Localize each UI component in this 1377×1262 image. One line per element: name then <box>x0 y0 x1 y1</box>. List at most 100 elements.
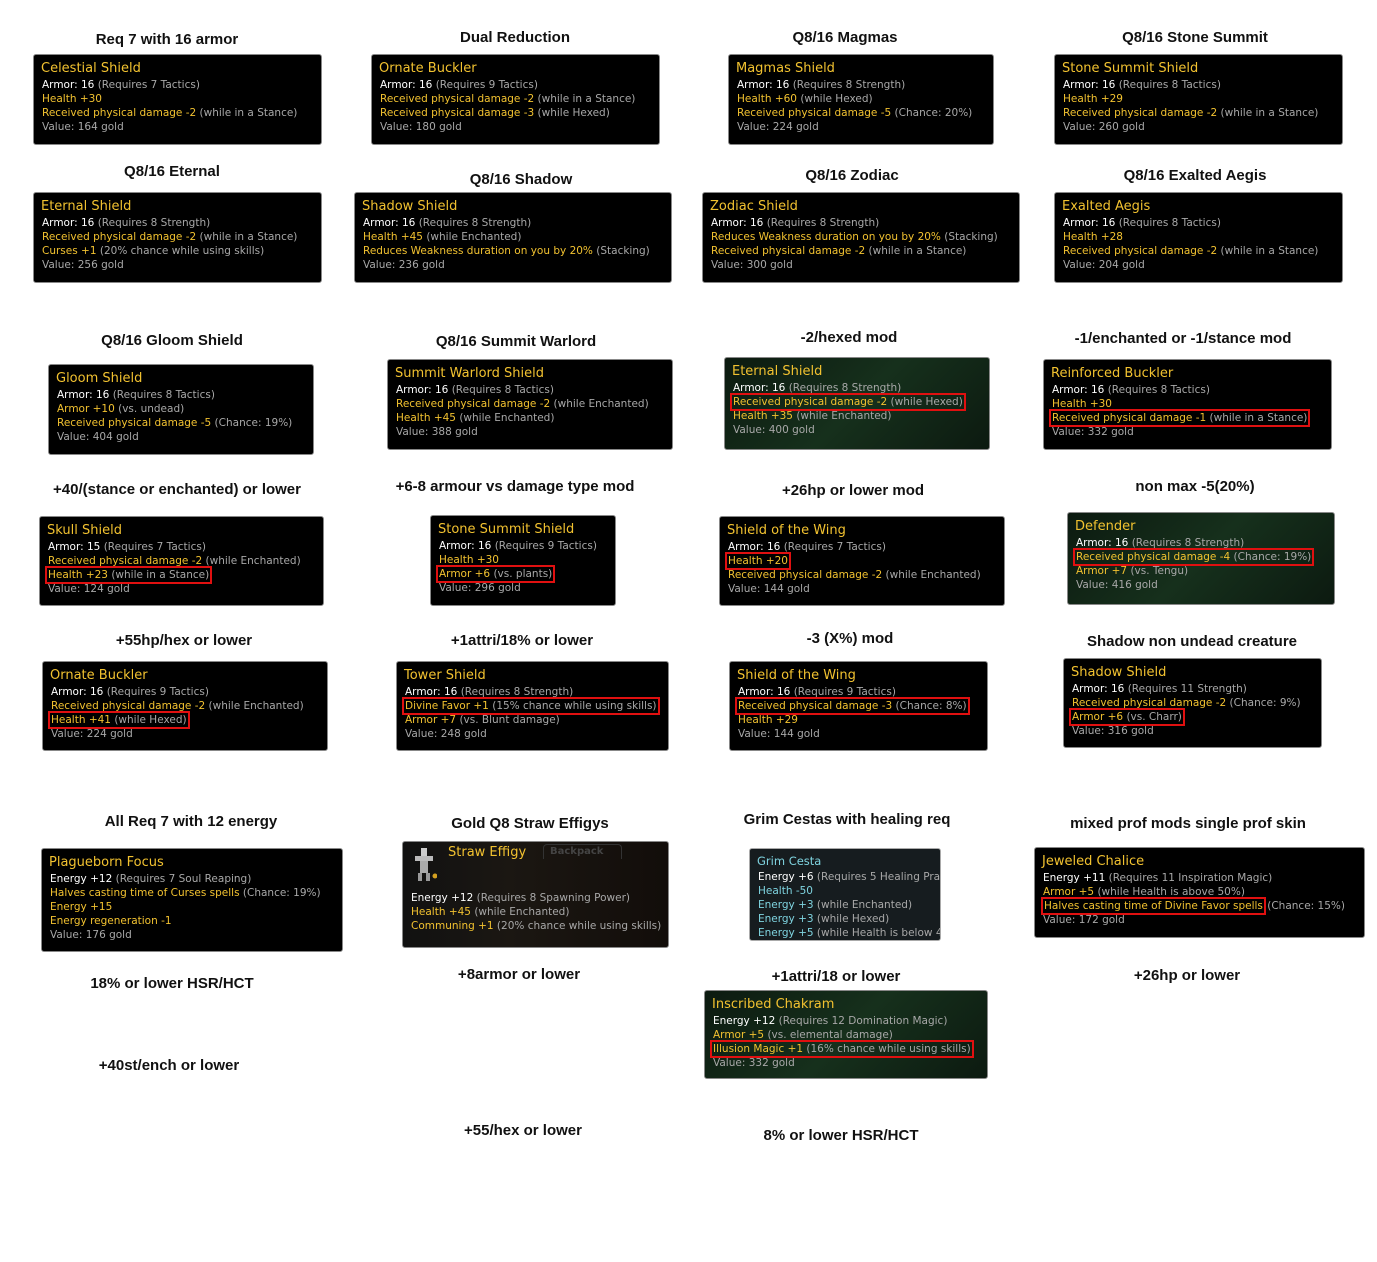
stat-note: (Chance: 19%) <box>214 417 293 429</box>
stat: Armor +5 (while Health is above 50%) <box>1042 885 1246 899</box>
stat-note: (Requires 9 Tactics) <box>494 540 597 552</box>
section-heading: 8% or lower HSR/HCT <box>763 1127 919 1144</box>
item-name: Defender <box>1075 519 1136 534</box>
stat-note: (vs. Charr) <box>1126 711 1182 723</box>
item-name: Reinforced Buckler <box>1051 366 1174 381</box>
item-stat-line: Value: 256 gold <box>41 258 314 272</box>
stat-note: (while in a Stance) <box>1209 412 1308 424</box>
highlighted-stat: Halves casting time of Divine Favor spel… <box>1041 897 1346 915</box>
stat-note: (while Health is below 40%) <box>816 927 940 939</box>
stat-value: Received physical damage -5 <box>737 107 892 119</box>
item-stat-line: Received physical damage -2 (while in a … <box>379 92 652 106</box>
stat-note: (while Enchanted) <box>816 899 913 911</box>
stat-value: Health +41 <box>51 714 111 726</box>
highlighted-stat: Illusion Magic +1 (16% chance while usin… <box>710 1040 974 1058</box>
item-stat-line: Value: 180 gold <box>379 120 652 134</box>
stat-note: (Requires 8 Tactics) <box>1118 79 1221 91</box>
stat: Received physical damage -2 (while Encha… <box>727 568 982 582</box>
stat-value: Armor +6 <box>439 568 491 580</box>
stat-value: Energy +12 <box>713 1015 776 1027</box>
stat: Received physical damage -5 (Chance: 20%… <box>736 106 973 120</box>
item-stat-line: Energy +12 (Requires 12 Domination Magic… <box>712 1014 980 1028</box>
item-stat-line: Received physical damage -3 (Chance: 8%) <box>735 697 980 715</box>
stat: Value: 172 gold <box>1042 913 1126 927</box>
highlighted-stat: Armor +6 (vs. plants) <box>435 565 556 583</box>
section-heading: Q8/16 Stone Summit <box>1122 29 1268 46</box>
stat-value: Health +35 <box>733 410 793 422</box>
stat: Armor: 16 (Requires 8 Tactics) <box>1062 216 1222 230</box>
stat-value: Halves casting time of Divine Favor spel… <box>1041 897 1266 915</box>
item-stat-line: Received physical damage -2 (while in a … <box>1062 244 1335 258</box>
stat-note: (Requires 8 Strength) <box>460 686 574 698</box>
stat-note: (Chance: 19%) <box>1233 551 1312 563</box>
stat-value: Armor +10 <box>57 403 115 415</box>
stat-note: (Requires 7 Soul Reaping) <box>115 873 252 885</box>
stat-value: Health +29 <box>1063 93 1123 105</box>
section-heading: non max -5(20%) <box>1135 478 1255 495</box>
item-stat-line: Value: 296 gold <box>438 581 608 595</box>
stat-value: Armor: 16 <box>738 686 791 698</box>
item-stat-line: Received physical damage -2 (Chance: 9%) <box>1071 696 1314 710</box>
item-stat-line: Value: 388 gold <box>395 425 665 439</box>
stat: Received physical damage -2 (while in a … <box>41 106 298 120</box>
stat-note: (while Enchanted) <box>796 410 892 422</box>
item-stat-line: Value: 260 gold <box>1062 120 1335 134</box>
stat: Armor +7 (vs. Tengu) <box>1075 564 1189 578</box>
stat: Armor: 16 (Requires 7 Tactics) <box>727 540 887 554</box>
stat-note: (Stacking) <box>944 231 998 243</box>
stat: Received physical damage -2 (while in a … <box>379 92 636 106</box>
stat-note: (Requires 8 Tactics) <box>1107 384 1210 396</box>
stat: Value: 316 gold <box>1071 724 1155 738</box>
stat-value: Health +30 <box>42 93 102 105</box>
item-stat-line: Armor: 16 (Requires 8 Tactics) <box>56 388 306 402</box>
backpack-tab[interactable]: Backpack <box>543 844 623 859</box>
item-stat-line: Reduces Weakness duration on you by 20% … <box>710 230 1012 244</box>
item-stat-line: Energy +3 (while Enchanted) <box>757 898 933 912</box>
item-name: Shadow Shield <box>1071 665 1167 680</box>
stat-value: Value: 388 gold <box>396 426 478 438</box>
item-tooltip: Celestial Shield Armor: 16 (Requires 7 Ta… <box>33 54 322 145</box>
stat-value: Health +60 <box>737 93 797 105</box>
stat-value: Energy regeneration -1 <box>50 915 172 927</box>
item-stat-line: Health +29 <box>1062 92 1335 106</box>
stat-note: (while Enchanted) <box>208 700 304 712</box>
stat-note: (Requires 7 Tactics) <box>783 541 886 553</box>
stat-note: (vs. Blunt damage) <box>459 714 560 726</box>
stat-value: Health +45 <box>411 906 471 918</box>
item-stat-line: Curses +1 (20% chance while using skills… <box>41 244 314 258</box>
stat-note: (vs. elemental damage) <box>767 1029 893 1041</box>
stat-value: Armor +6 <box>1072 711 1124 723</box>
stat-value: Energy +3 <box>758 899 814 911</box>
stat-note: (16% chance while using skills) <box>806 1043 971 1055</box>
stat-note: (while Enchanted) <box>553 398 649 410</box>
stat: Armor: 16 (Requires 9 Tactics) <box>379 78 539 92</box>
stat-note: (while Hexed) <box>114 714 187 726</box>
stat-note: (while in a Stance) <box>1220 245 1319 257</box>
stat: Energy +12 (Requires 8 Spawning Power) <box>410 891 631 905</box>
stat-value: Armor +7 <box>405 714 457 726</box>
item-name: Zodiac Shield <box>710 199 798 214</box>
item-stat-line: Energy +6 (Requires 5 Healing Prayers) <box>757 870 940 884</box>
item-stat-line: Halves casting time of Divine Favor spel… <box>1041 897 1357 915</box>
item-name: Summit Warlord Shield <box>395 366 545 381</box>
item-stat-line: Received physical damage -2 (while Hexed… <box>730 393 982 411</box>
stat: Armor: 16 (Requires 8 Tactics) <box>395 383 555 397</box>
item-name: Straw Effigy <box>448 845 527 860</box>
stat-value: Received physical damage -1 <box>1052 412 1207 424</box>
stat-value: Armor: 16 <box>737 79 790 91</box>
stat: Armor: 16 (Requires 8 Strength) <box>41 216 211 230</box>
stat-value: Value: 332 gold <box>1052 426 1134 438</box>
stat-note: (Requires 9 Tactics) <box>106 686 209 698</box>
stat-value: Health +30 <box>439 554 499 566</box>
item-stat-line: Armor +7 (vs. Tengu) <box>1075 564 1327 578</box>
stat-value: Armor: 15 <box>48 541 101 553</box>
item-stat-line: Health +41 (while Hexed) <box>48 711 320 729</box>
stat-note: (while in a Stance) <box>111 569 210 581</box>
item-stat-line: Armor +10 (vs. undead) <box>56 402 306 416</box>
stat-value: Armor +5 <box>713 1029 765 1041</box>
stat-note: (while in a Stance) <box>537 93 636 105</box>
item-stat-line: Armor: 16 (Requires 8 Strength) <box>1075 536 1327 550</box>
stat-value: Received physical damage -5 <box>57 417 212 429</box>
stat: Energy +6 (Requires 5 Healing Prayers) <box>757 870 940 884</box>
item-name: Stone Summit Shield <box>1062 61 1199 76</box>
